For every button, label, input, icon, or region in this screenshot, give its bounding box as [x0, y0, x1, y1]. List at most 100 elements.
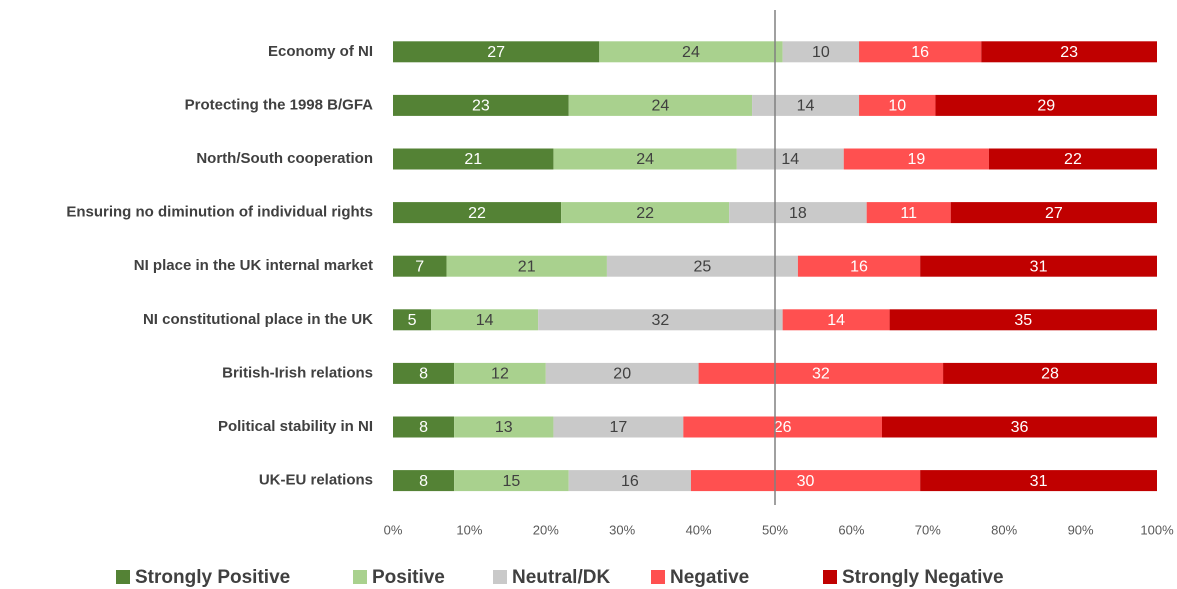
data-label: 29 — [1037, 98, 1055, 115]
data-label: 14 — [797, 98, 815, 115]
data-label: 27 — [1045, 205, 1063, 222]
legend-swatch — [116, 570, 130, 584]
bar-segment — [599, 41, 783, 63]
bar-segment — [393, 416, 455, 438]
data-label: 22 — [468, 205, 486, 222]
data-label: 22 — [1064, 151, 1082, 168]
category-label: Ensuring no diminution of individual rig… — [66, 204, 373, 221]
data-label: 24 — [682, 44, 700, 61]
x-tick-label: 20% — [533, 522, 559, 537]
data-label: 32 — [652, 312, 670, 329]
category-label: British-Irish relations — [222, 364, 373, 381]
data-label: 17 — [609, 419, 627, 436]
bar-segment — [859, 41, 982, 63]
bar-segment — [698, 362, 944, 384]
legend-swatch — [493, 570, 507, 584]
bar-segment — [545, 362, 699, 384]
bar-segment — [729, 202, 867, 224]
data-label: 32 — [812, 366, 830, 383]
category-label: UK-EU relations — [259, 472, 373, 489]
bar-segment — [393, 362, 455, 384]
bar-segment — [866, 202, 951, 224]
bar-segment — [920, 470, 1157, 492]
category-label: NI place in the UK internal market — [134, 257, 373, 274]
bar-segment — [782, 41, 860, 63]
data-label: 16 — [850, 258, 868, 275]
bar-segment — [393, 94, 569, 116]
legend-swatch — [823, 570, 837, 584]
bar-segment — [988, 148, 1157, 170]
legend-label: Negative — [670, 567, 749, 588]
bar-segment — [454, 362, 546, 384]
bar-segment — [561, 202, 730, 224]
data-label: 8 — [419, 366, 428, 383]
bar-segment — [683, 416, 882, 438]
data-label: 23 — [472, 98, 490, 115]
data-label: 21 — [518, 258, 536, 275]
bar-segment — [935, 94, 1157, 116]
data-label: 14 — [781, 151, 799, 168]
bar-segment — [568, 94, 753, 116]
bar-segment — [454, 470, 569, 492]
bar-segment — [950, 202, 1157, 224]
x-tick-label: 40% — [686, 522, 712, 537]
legend-label: Neutral/DK — [512, 567, 610, 588]
bar-segment — [889, 309, 1157, 331]
legend-swatch — [353, 570, 367, 584]
bar-segment — [843, 148, 989, 170]
x-tick-label: 100% — [1140, 522, 1174, 537]
data-label: 10 — [812, 44, 830, 61]
category-label: Economy of NI — [268, 43, 373, 60]
data-label: 26 — [774, 419, 792, 436]
data-label: 35 — [1014, 312, 1032, 329]
category-label: Protecting the 1998 B/GFA — [185, 96, 374, 113]
data-label: 7 — [415, 258, 424, 275]
bar-segment — [538, 309, 783, 331]
data-label: 8 — [419, 419, 428, 436]
data-label: 21 — [464, 151, 482, 168]
bar-segment — [736, 148, 844, 170]
x-tick-label: 50% — [762, 522, 788, 537]
category-label: NI constitutional place in the UK — [143, 311, 373, 328]
bar-segment — [782, 309, 890, 331]
category-label: North/South cooperation — [196, 150, 373, 167]
x-tick-label: 90% — [1068, 522, 1094, 537]
bar-segment — [393, 148, 554, 170]
bar-segment — [393, 255, 447, 277]
data-label: 23 — [1060, 44, 1078, 61]
data-label: 19 — [907, 151, 925, 168]
data-label: 25 — [694, 258, 712, 275]
bar-segment — [797, 255, 921, 277]
x-tick-label: 70% — [915, 522, 941, 537]
data-label: 13 — [495, 419, 513, 436]
data-label: 31 — [1030, 258, 1048, 275]
data-label: 16 — [621, 473, 639, 490]
data-label: 28 — [1041, 366, 1059, 383]
legend-swatch — [651, 570, 665, 584]
bar-segment — [393, 202, 562, 224]
category-label: Political stability in NI — [218, 418, 373, 435]
x-tick-label: 80% — [991, 522, 1017, 537]
data-label: 14 — [476, 312, 494, 329]
data-label: 10 — [888, 98, 906, 115]
bar-segment — [393, 470, 455, 492]
data-label: 5 — [408, 312, 417, 329]
bar-segment — [393, 41, 600, 63]
data-label: 20 — [613, 366, 631, 383]
bar-segment — [881, 416, 1157, 438]
data-label: 24 — [636, 151, 654, 168]
bar-segment — [568, 470, 691, 492]
legend-label: Strongly Negative — [842, 567, 1004, 588]
x-tick-label: 60% — [838, 522, 864, 537]
x-tick-label: 0% — [384, 522, 403, 537]
bar-segment — [553, 416, 684, 438]
data-label: 12 — [491, 366, 509, 383]
bar-segment — [859, 94, 936, 116]
x-tick-label: 10% — [456, 522, 482, 537]
bar-segment — [752, 94, 860, 116]
data-label: 22 — [636, 205, 654, 222]
data-label: 8 — [419, 473, 428, 490]
bar-segment — [446, 255, 607, 277]
data-label: 11 — [900, 205, 917, 222]
